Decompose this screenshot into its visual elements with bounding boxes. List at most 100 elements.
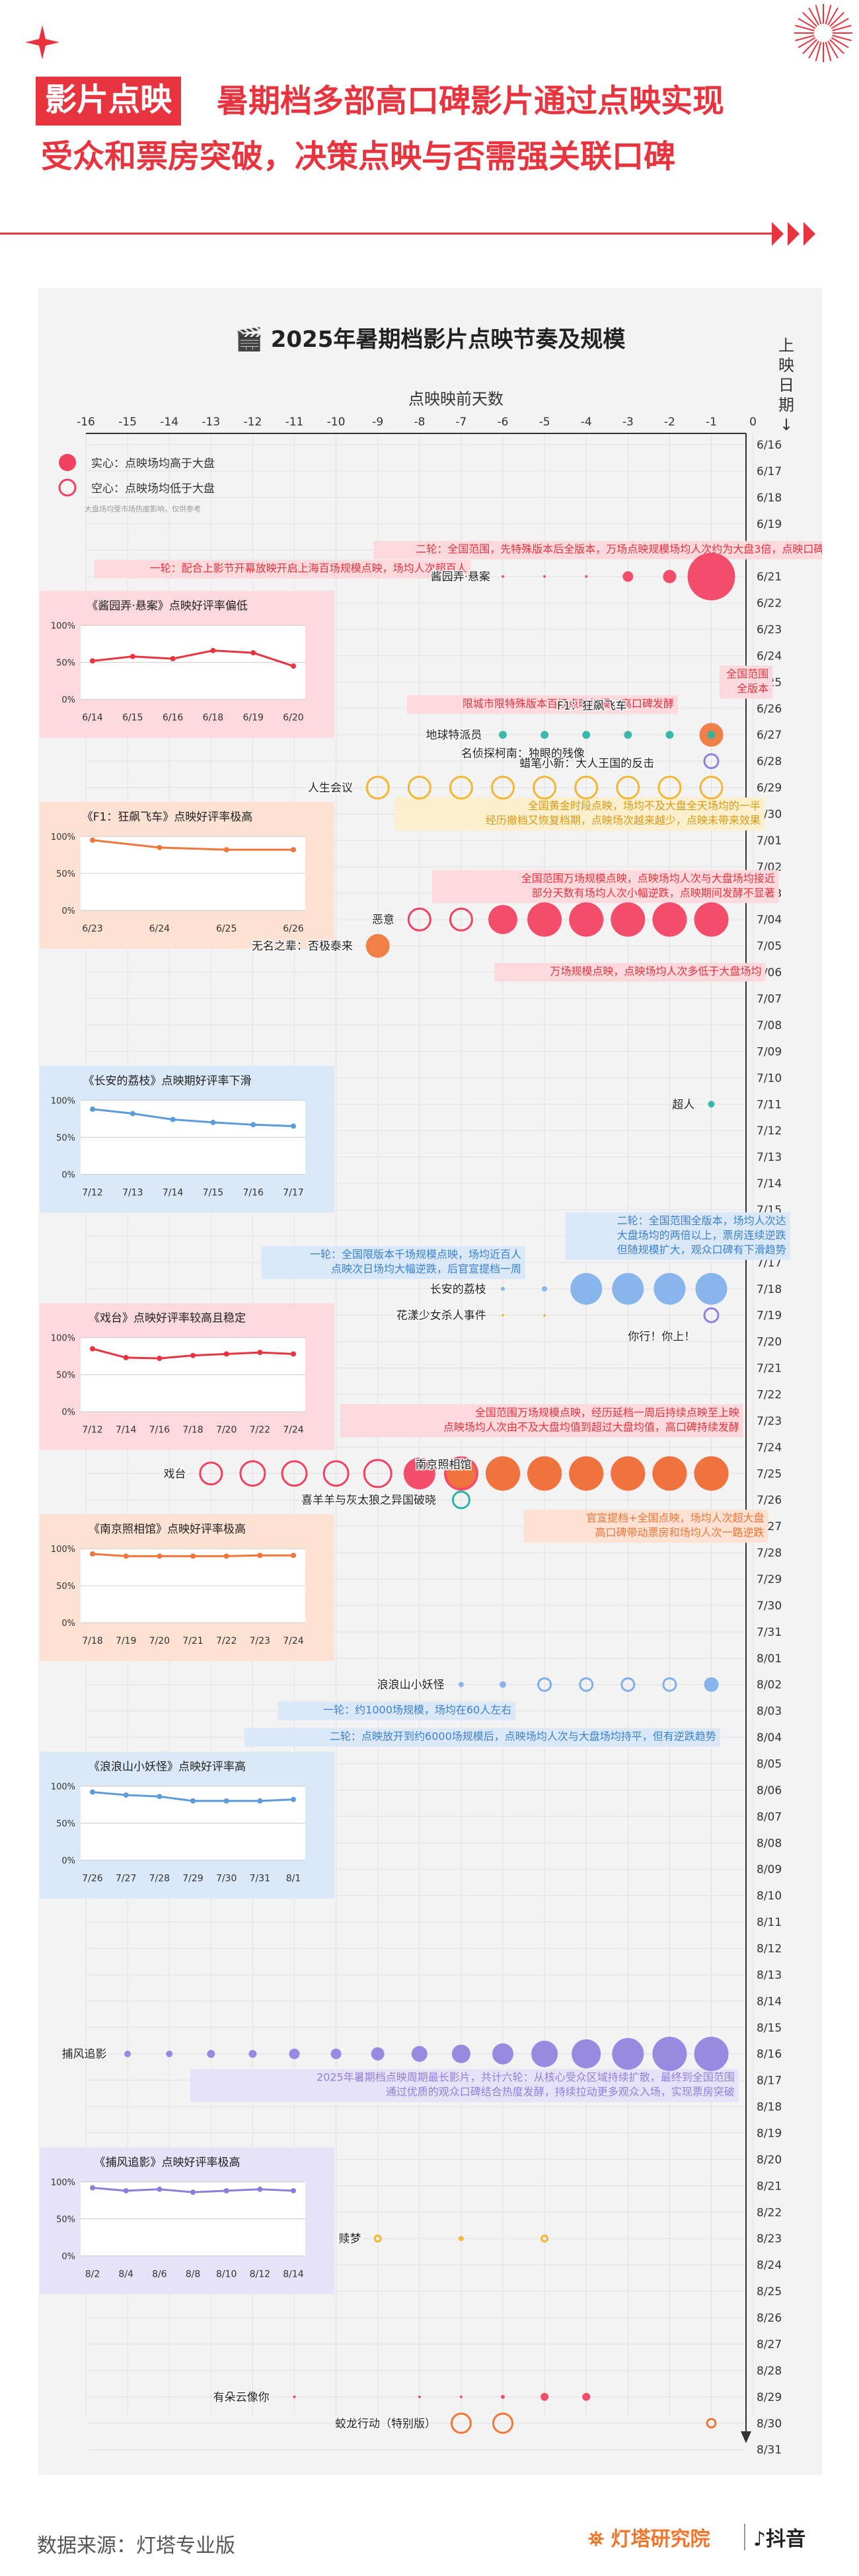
sparkle-icon xyxy=(25,25,59,59)
inset-y-tick: 0% xyxy=(61,2252,75,2262)
annotation-bg xyxy=(431,869,779,903)
y-tick-label: 7/08 xyxy=(757,1019,782,1032)
data-point xyxy=(652,1456,687,1491)
inset-chart: 《戏台》点映好评率较高且稳定 100% 50% 0% 7/12 7/14 7/16 7/18 7… xyxy=(40,1303,334,1450)
inset-y-tick: 0% xyxy=(61,1170,75,1180)
data-point xyxy=(403,1457,435,1490)
burst-ray xyxy=(831,18,849,29)
y-tick-label: 6/17 xyxy=(757,465,782,478)
annotation-callout: 二轮：全国范围全版本，场均人次达大盘场均的两倍以上，票房连续逆跌但随规模扩大，观… xyxy=(565,1212,790,1260)
y-tick-label: 8/05 xyxy=(757,1758,782,1771)
data-point xyxy=(499,731,507,739)
inset-point xyxy=(291,1796,296,1802)
inset-y-tick: 50% xyxy=(56,1371,75,1381)
inset-x-tick: 7/27 xyxy=(116,1874,136,1884)
annotation-bg xyxy=(406,695,678,714)
data-point xyxy=(459,1286,463,1291)
y-tick-label: 7/01 xyxy=(757,834,782,848)
film-series xyxy=(708,1101,715,1108)
data-point xyxy=(543,1313,546,1317)
y-tick-label: 8/23 xyxy=(757,2232,782,2246)
annotation-text: 全版本 xyxy=(737,682,768,694)
y-tick-label: 7/12 xyxy=(757,1124,782,1138)
chart-panel: 🎬 2025年暑期档影片点映节奏及规模 点映映前天数 上映日期 ↓ -16 -15 -… xyxy=(38,288,822,2475)
inset-point xyxy=(123,2188,129,2193)
inset-x-tick: 6/24 xyxy=(149,924,170,934)
film-label: 恶意 xyxy=(372,914,394,927)
inset-y-tick: 50% xyxy=(56,1133,75,1143)
inset-x-tick: 7/26 xyxy=(82,1874,103,1884)
y-tick-label: 7/14 xyxy=(757,1177,782,1191)
inset-point xyxy=(90,837,95,843)
inset-point xyxy=(223,847,229,853)
annotation-bg xyxy=(94,560,471,579)
inset-x-tick: 8/8 xyxy=(186,2269,201,2279)
inset-line xyxy=(92,839,293,851)
data-point xyxy=(574,776,599,800)
data-point xyxy=(459,2395,463,2398)
data-point xyxy=(418,2395,421,2398)
annotation-bg xyxy=(720,665,773,699)
annotation-callout: 全国黄金时段点映，场均不及大盘全天场均的一半经历撤档又恢复档期，点映场次越来越少… xyxy=(394,797,765,831)
data-point xyxy=(451,1490,470,1510)
inset-point xyxy=(190,1798,196,1804)
film-series xyxy=(499,731,716,739)
annotation-bg xyxy=(373,540,822,560)
inset-chart: 《F1：狂飙飞车》点映好评率极高 100% 50% 0% 6/23 6/24 6/25 6/2… xyxy=(40,802,334,949)
data-point xyxy=(582,731,591,739)
inset-point xyxy=(223,2188,229,2193)
inset-x-tick: 6/19 xyxy=(243,713,263,723)
data-point xyxy=(322,1460,350,1487)
data-point xyxy=(687,552,735,601)
annotation-bg xyxy=(340,1404,743,1438)
inset-x-tick: 6/20 xyxy=(283,713,303,723)
annotation-callout: 二轮：全国范围，先特殊版本后全版本，万场点映规模场均人次约为大盘3倍，点映口碑不… xyxy=(373,540,822,560)
annotation-text: 点映场均人次由不及大盘均值到超过大盘均值，高口碑持续发酵 xyxy=(443,1420,739,1433)
y-tick-label: 7/26 xyxy=(757,1494,782,1507)
film-series xyxy=(451,1490,470,1510)
data-point xyxy=(407,907,431,932)
x-tick-label: -14 xyxy=(160,416,178,429)
header-rule xyxy=(0,233,773,235)
annotation-bg xyxy=(565,1212,790,1260)
film-series xyxy=(450,2412,717,2434)
y-tick-label: 7/21 xyxy=(757,1362,782,1376)
data-point xyxy=(531,2040,558,2067)
y-tick-label: 7/09 xyxy=(757,1045,782,1058)
y-tick-label: 8/22 xyxy=(757,2206,782,2219)
annotation-text: 全国范围万场规模点映，经历延档一周后持续点映至上映 xyxy=(475,1406,739,1418)
x-tick-label: -15 xyxy=(118,416,137,429)
inset-x-tick: 6/18 xyxy=(203,713,223,723)
annotation-text: 2025年暑期档点映周期最长影片，共计六轮：从核心受众区域持续扩散，最终到全国范… xyxy=(317,2071,735,2084)
inset-point xyxy=(90,2185,95,2191)
inset-x-tick: 7/20 xyxy=(216,1425,237,1436)
y-tick-label: 7/31 xyxy=(757,1626,782,1639)
inset-point xyxy=(123,1354,129,1360)
data-point xyxy=(708,1101,715,1108)
film-label: 戏台 xyxy=(163,1467,186,1481)
data-point xyxy=(492,2412,513,2434)
burst-ray xyxy=(832,34,852,42)
film-label: 酱园弄·悬案 xyxy=(431,571,490,584)
inset-point xyxy=(250,1122,256,1128)
annotation-text: 全国黄金时段点映，场均不及大盘全天场均的一半 xyxy=(528,799,761,812)
film-label: 浪浪山小妖怪 xyxy=(377,1679,445,1692)
data-point xyxy=(569,1456,604,1491)
data-point xyxy=(611,902,646,937)
y-tick-label: 7/30 xyxy=(757,1600,782,1613)
y-tick-label: 7/25 xyxy=(757,1467,782,1481)
data-point xyxy=(451,2044,470,2063)
inset-point xyxy=(190,2190,196,2195)
annotation-callout: 全国范围全版本 xyxy=(720,665,773,699)
inset-point xyxy=(157,844,163,850)
film-label: 蛟龙行动（特别版） xyxy=(335,2417,436,2431)
y-tick-label: 8/11 xyxy=(757,1916,782,1929)
data-point xyxy=(704,1677,719,1692)
data-point xyxy=(293,2395,296,2398)
data-point xyxy=(502,575,504,578)
annotation-callout: 一轮：约1000场规模，场均在60人左右 xyxy=(278,1701,516,1720)
burst-ray xyxy=(815,5,822,24)
inset-point xyxy=(223,1351,229,1357)
inset-y-tick: 100% xyxy=(51,1545,75,1555)
x-tick-label: -4 xyxy=(581,416,592,429)
